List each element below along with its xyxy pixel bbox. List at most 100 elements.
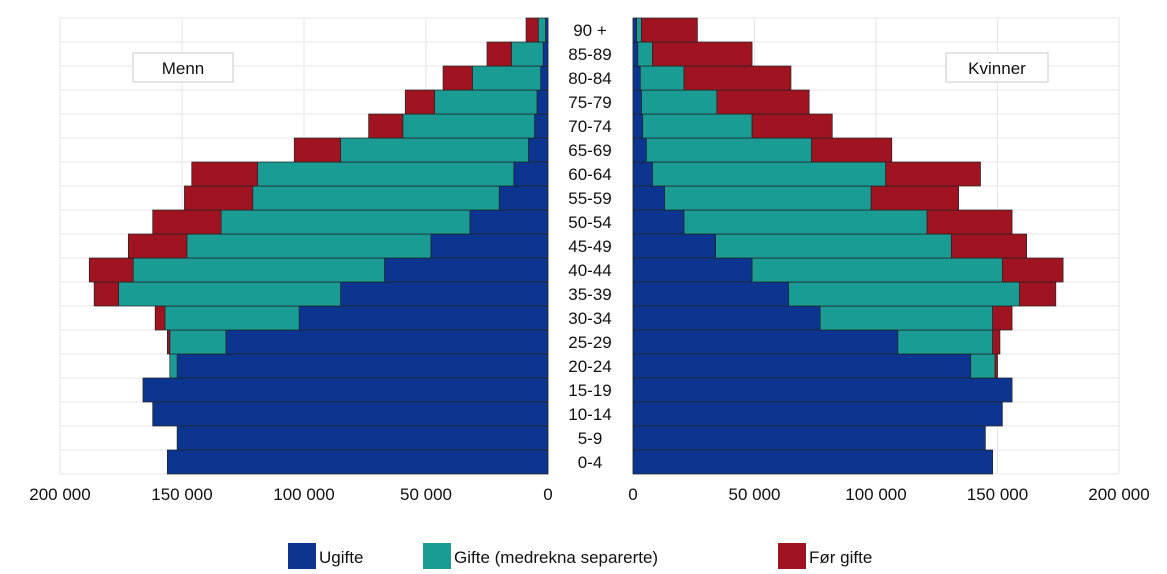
bar-men-25-29-0: [225, 329, 549, 355]
legend-label-gifte: Gifte (medrekna separerte): [454, 548, 658, 567]
bar-women-50-54-2: [926, 209, 1013, 235]
x-tick-label-right: 100 000: [845, 485, 906, 504]
age-label: 0-4: [578, 453, 603, 472]
bar-women-35-39-1: [788, 281, 1020, 307]
bar-women-45-49-1: [715, 233, 952, 259]
bar-men-50-54-2: [152, 209, 222, 235]
bar-women-50-54-0: [632, 209, 685, 235]
bar-men-85-89-1: [511, 41, 544, 67]
bar-men-90-0: [545, 17, 549, 43]
bar-women-25-29-0: [632, 329, 899, 355]
age-label: 65-69: [568, 141, 611, 160]
bar-women-0-4-0: [632, 449, 993, 475]
bar-women-90-2: [641, 17, 698, 43]
bar-women-55-59-1: [664, 185, 872, 211]
age-label: 90 +: [573, 21, 607, 40]
bar-women-90-1: [636, 17, 642, 43]
age-label: 50-54: [568, 213, 611, 232]
bar-men-55-59-0: [498, 185, 549, 211]
bar-women-80-84-2: [683, 65, 792, 91]
bar-women-90-0: [632, 17, 638, 43]
panel-label-men: Menn: [132, 52, 234, 83]
panel-label-men-text: Menn: [162, 59, 205, 78]
panel-label-women: Kvinner: [945, 52, 1049, 83]
bar-men-80-84-1: [472, 65, 542, 91]
bar-men-15-19-0: [142, 377, 549, 403]
age-label: 45-49: [568, 237, 611, 256]
bar-men-35-39-0: [340, 281, 549, 307]
x-tick-label-right: 150 000: [967, 485, 1028, 504]
bar-men-60-64-1: [257, 161, 515, 187]
bar-women-40-44-0: [632, 257, 753, 283]
bar-women-85-89-2: [652, 41, 753, 67]
legend-label-for-gifte: Før gifte: [809, 548, 872, 567]
x-tick-label-left: 100 000: [273, 485, 334, 504]
age-label: 20-24: [568, 357, 611, 376]
bar-men-55-59-2: [184, 185, 254, 211]
bar-men-35-39-2: [93, 281, 119, 307]
legend-swatch-gifte: [423, 543, 451, 569]
bar-men-0-4-0: [167, 449, 549, 475]
bar-women-35-39-2: [1019, 281, 1057, 307]
bar-men-20-24-0: [176, 353, 549, 379]
bar-women-65-69-1: [646, 137, 812, 163]
bar-men-90-1: [537, 17, 546, 43]
bar-men-55-59-1: [252, 185, 500, 211]
bar-women-25-29-1: [897, 329, 993, 355]
bar-women-80-84-1: [639, 65, 685, 91]
bar-women-5-9-0: [632, 425, 986, 451]
bar-women-60-64-2: [885, 161, 981, 187]
bar-women-45-49-2: [950, 233, 1028, 259]
bar-women-30-34-1: [819, 305, 993, 331]
bar-men-40-44-2: [88, 257, 134, 283]
bar-women-60-64-1: [652, 161, 887, 187]
bars: [88, 17, 1064, 475]
bar-women-75-79-0: [632, 89, 642, 115]
bar-men-30-34-2: [154, 305, 166, 331]
x-tick-labels: 200 000 150 000 100 000 50 000 0 0 50 000 100 0…: [29, 485, 1149, 504]
age-label: 70-74: [568, 117, 611, 136]
bar-men-65-69-0: [528, 137, 549, 163]
age-label: 10-14: [568, 405, 611, 424]
bar-men-65-69-2: [293, 137, 341, 163]
bar-women-85-89-0: [632, 41, 639, 67]
bar-men-75-79-0: [536, 89, 549, 115]
bar-men-60-64-0: [513, 161, 549, 187]
bar-men-40-44-1: [132, 257, 385, 283]
bar-women-40-44-1: [751, 257, 1003, 283]
bar-women-45-49-0: [632, 233, 716, 259]
x-tick-label-right: 50 000: [729, 485, 781, 504]
bar-women-75-79-1: [641, 89, 718, 115]
bar-women-30-34-2: [992, 305, 1013, 331]
bar-men-75-79-1: [434, 89, 538, 115]
bar-men-80-84-2: [442, 65, 473, 91]
legend-swatch-ugifte: [288, 543, 316, 569]
age-label: 60-64: [568, 165, 611, 184]
legend: Ugifte Gifte (medrekna separerte) Før gi…: [288, 543, 872, 569]
age-label: 15-19: [568, 381, 611, 400]
age-label: 25-29: [568, 333, 611, 352]
bar-women-65-69-2: [811, 137, 893, 163]
bar-women-80-84-0: [632, 65, 641, 91]
bar-men-85-89-0: [542, 41, 549, 67]
bar-women-20-24-0: [632, 353, 972, 379]
bar-men-70-74-1: [402, 113, 535, 139]
bar-women-55-59-2: [870, 185, 959, 211]
bar-women-70-74-2: [751, 113, 833, 139]
bar-men-5-9-0: [176, 425, 549, 451]
bar-men-35-39-1: [118, 281, 341, 307]
x-tick-label-left: 50 000: [400, 485, 452, 504]
bar-women-65-69-0: [632, 137, 647, 163]
age-label: 35-39: [568, 285, 611, 304]
bar-women-15-19-0: [632, 377, 1013, 403]
bar-men-70-74-0: [534, 113, 549, 139]
legend-label-ugifte: Ugifte: [319, 548, 363, 567]
bar-women-40-44-2: [1002, 257, 1064, 283]
bar-women-55-59-0: [632, 185, 665, 211]
bar-men-10-14-0: [152, 401, 549, 427]
bar-women-50-54-1: [683, 209, 928, 235]
x-tick-label-right: 0: [628, 485, 637, 504]
bar-men-50-54-0: [469, 209, 549, 235]
bar-men-85-89-2: [486, 41, 512, 67]
bar-men-25-29-1: [169, 329, 227, 355]
